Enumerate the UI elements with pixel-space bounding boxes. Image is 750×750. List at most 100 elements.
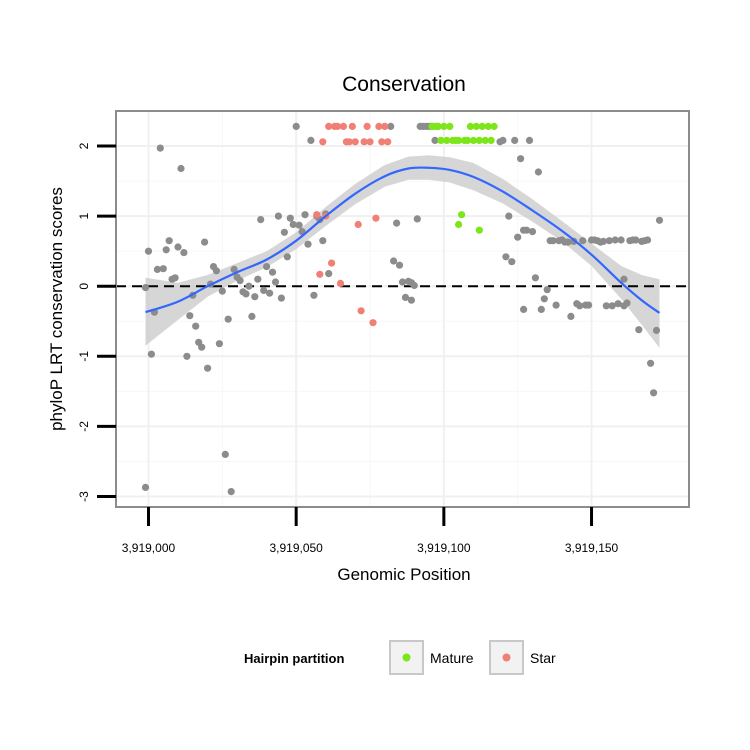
legend-label-star: Star	[530, 650, 556, 666]
data-point-other	[245, 282, 253, 290]
data-point-other	[141, 284, 150, 292]
data-point-mature	[475, 226, 483, 234]
data-point-other	[567, 312, 575, 320]
data-point-other	[274, 212, 282, 220]
data-point-other	[401, 293, 410, 301]
y-tick-label: -1	[77, 351, 91, 362]
data-point-other	[289, 220, 297, 229]
plot-border	[115, 110, 690, 508]
data-point-other	[540, 295, 548, 303]
data-point-mature	[455, 136, 463, 144]
data-point-other	[162, 246, 170, 254]
data-point-other	[224, 315, 232, 323]
data-point-other	[614, 300, 622, 308]
data-point-star	[345, 138, 353, 146]
data-point-star	[372, 214, 380, 222]
data-point-other	[304, 240, 312, 248]
points-mature	[428, 122, 498, 234]
x-tick-label: 3,919,100	[417, 541, 471, 555]
legend-label-mature: Mature	[430, 650, 474, 666]
data-point-star	[354, 220, 362, 229]
data-point-mature	[446, 122, 454, 130]
confidence-band	[145, 155, 660, 348]
data-point-other	[221, 450, 229, 458]
data-point-star	[357, 307, 365, 315]
data-point-other	[549, 237, 557, 245]
data-point-other	[268, 268, 277, 276]
data-point-star	[333, 122, 342, 130]
data-point-other	[192, 322, 200, 330]
legend-key-mature	[389, 640, 424, 675]
legend-title: Hairpin partition	[244, 651, 344, 666]
data-point-other	[387, 122, 395, 130]
data-point-star	[316, 270, 324, 278]
plot-panel	[115, 110, 690, 508]
data-point-star	[313, 211, 321, 219]
data-point-mature	[463, 136, 472, 144]
data-point-other	[254, 275, 262, 283]
data-point-other	[617, 236, 625, 244]
data-point-other	[263, 263, 271, 271]
data-point-star	[339, 122, 347, 130]
data-point-other	[177, 164, 185, 173]
data-point-other	[307, 136, 315, 144]
data-point-mature	[458, 211, 466, 219]
x-axis-label: Genomic Position	[337, 565, 470, 584]
data-point-mature	[455, 220, 463, 229]
data-point-other	[525, 136, 534, 144]
data-point-other	[652, 326, 661, 334]
data-point-mature	[490, 122, 498, 130]
data-point-other	[508, 258, 516, 266]
data-point-other	[505, 212, 513, 220]
data-point-other	[174, 243, 182, 251]
data-point-mature	[437, 136, 445, 144]
data-point-star	[319, 138, 327, 146]
data-point-other	[564, 238, 572, 246]
data-point-other	[292, 122, 300, 130]
data-point-other	[620, 275, 628, 283]
data-point-other	[543, 286, 551, 294]
data-point-other	[248, 312, 256, 320]
data-point-other	[212, 267, 220, 275]
data-point-other	[218, 287, 226, 295]
x-tick-label: 3,919,150	[565, 541, 619, 555]
data-point-other	[280, 228, 288, 236]
y-axis: -3 -2 -1 0 1 2	[77, 142, 116, 502]
data-point-mature	[484, 122, 492, 130]
data-point-other	[215, 340, 223, 348]
data-point-other	[599, 237, 607, 245]
x-axis: 3,919,000 3,919,050 3,919,100 3,919,150	[122, 507, 619, 555]
points-other	[141, 122, 664, 496]
y-tick-label: -2	[77, 421, 91, 432]
data-point-star	[366, 138, 374, 146]
data-point-star	[375, 122, 383, 130]
data-point-mature	[469, 136, 477, 144]
y-tick-label: -3	[77, 491, 91, 502]
data-point-other	[552, 301, 560, 309]
data-point-star	[381, 122, 389, 130]
data-point-other	[260, 286, 268, 294]
y-axis-label: phyloP LRT conservation scores	[47, 187, 66, 431]
data-point-other	[635, 326, 643, 334]
data-point-other	[611, 236, 619, 244]
data-point-star	[351, 138, 359, 146]
data-point-other	[602, 302, 610, 310]
data-point-mature	[481, 136, 489, 144]
data-point-other	[534, 168, 543, 176]
data-point-other	[647, 359, 655, 367]
data-point-other	[141, 483, 150, 491]
data-point-other	[310, 291, 318, 299]
data-point-other	[632, 236, 640, 244]
data-point-star	[348, 122, 356, 130]
data-point-other	[186, 312, 194, 320]
data-point-other	[517, 155, 525, 163]
loess-smooth-line	[145, 166, 661, 314]
data-point-other	[650, 389, 658, 397]
data-point-other	[520, 305, 528, 313]
data-point-mature	[434, 122, 442, 130]
data-point-mature	[466, 122, 474, 130]
data-point-mature	[443, 136, 451, 144]
smooth-line	[145, 166, 661, 314]
data-point-other	[655, 216, 664, 224]
data-point-other	[283, 253, 291, 261]
